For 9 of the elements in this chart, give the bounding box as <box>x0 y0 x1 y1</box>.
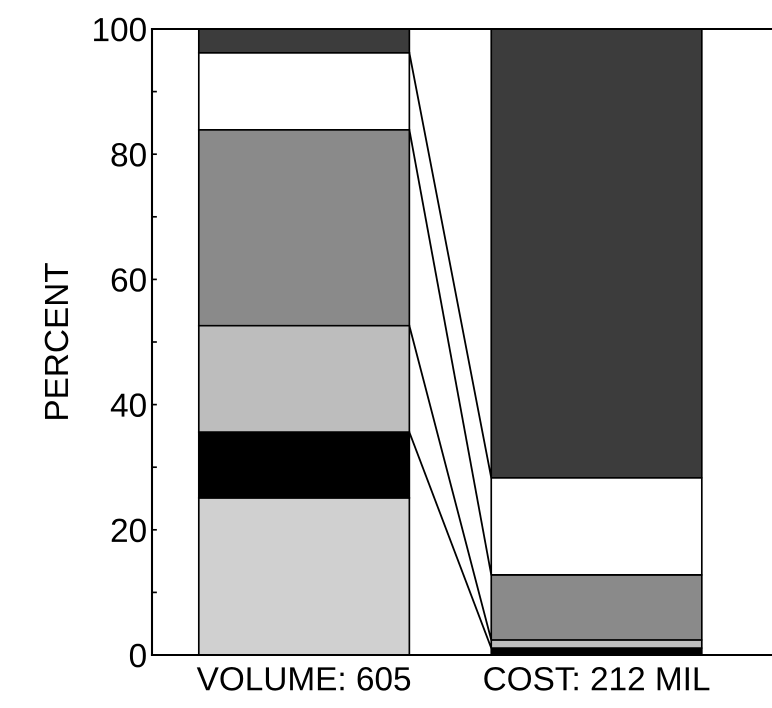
x-tick-label: VOLUME: 605 <box>196 666 410 691</box>
y-tick-label: 20 <box>112 518 146 542</box>
y-tick-label: 60 <box>112 268 146 292</box>
y-axis-title: PERCENT <box>44 263 68 419</box>
x-tick-label: COST: 212 MIL <box>484 666 710 691</box>
y-tick-label: 0 <box>130 644 146 668</box>
y-tick-label: 100 <box>94 18 146 42</box>
y-tick-label: 80 <box>112 143 146 167</box>
y-tick-label: 40 <box>110 393 146 418</box>
